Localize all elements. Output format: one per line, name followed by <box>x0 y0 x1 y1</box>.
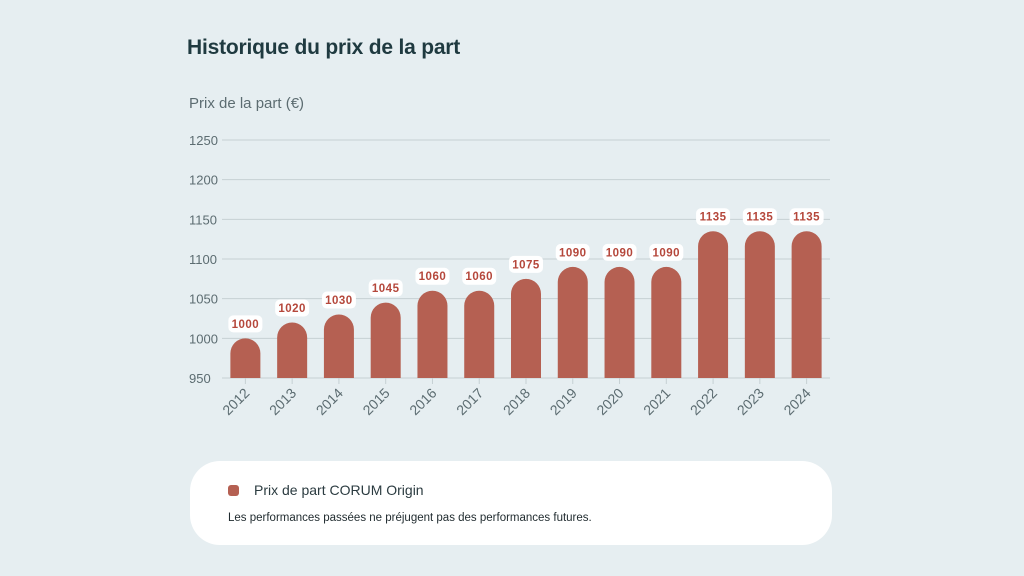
data-label: 1135 <box>700 212 727 224</box>
disclaimer-note: Les performances passées ne préjugent pa… <box>228 512 592 524</box>
bar <box>557 266 588 378</box>
y-tick-label: 1000 <box>189 331 218 346</box>
x-tick-label: 2019 <box>547 385 580 418</box>
y-tick-label: 1050 <box>189 292 218 307</box>
bar <box>744 231 775 378</box>
data-label-background <box>368 279 403 297</box>
y-tick-label: 1100 <box>189 252 217 267</box>
bar <box>230 338 261 378</box>
x-tick-label: 2015 <box>359 385 392 418</box>
x-tick-label: 2020 <box>593 385 626 418</box>
data-label-background <box>602 243 637 261</box>
bar <box>323 314 354 378</box>
bar <box>277 322 308 378</box>
bar <box>791 231 822 378</box>
data-label: 1060 <box>465 271 493 283</box>
y-tick-label: 950 <box>189 371 211 386</box>
data-label: 1090 <box>559 247 587 259</box>
data-label: 1060 <box>419 271 447 283</box>
x-tick-label: 2012 <box>219 385 252 418</box>
bar <box>698 231 729 378</box>
data-label-background <box>742 208 777 226</box>
x-tick-label: 2017 <box>453 385 486 418</box>
data-label: 1075 <box>512 259 540 271</box>
x-tick-label: 2013 <box>266 385 299 418</box>
data-label: 1020 <box>278 303 306 315</box>
y-tick-label: 1150 <box>189 212 217 227</box>
data-label: 1090 <box>653 247 681 259</box>
x-tick-label: 2016 <box>406 385 439 418</box>
bar <box>604 266 635 378</box>
legend-card: Prix de part CORUM Origin Les performanc… <box>190 461 832 545</box>
data-label: 1135 <box>793 212 820 224</box>
data-label-background <box>275 299 310 317</box>
bar-chart: Prix de la part (€) 950 1000 1050 1100 1150 12… <box>189 95 830 418</box>
data-label: 1000 <box>232 319 260 331</box>
legend-swatch <box>228 485 239 496</box>
y-tick-label: 1250 <box>189 133 218 148</box>
data-label: 1135 <box>746 212 773 224</box>
data-label-background <box>415 267 450 285</box>
y-axis-label: Prix de la part (€) <box>189 95 304 112</box>
x-tick-label: 2018 <box>500 385 533 418</box>
data-label: 1030 <box>325 295 353 307</box>
x-tick-label: 2021 <box>640 385 673 418</box>
bar <box>511 278 541 378</box>
bar <box>651 266 682 378</box>
data-label-background <box>321 291 356 309</box>
data-label-background <box>789 208 824 226</box>
bar <box>417 290 448 378</box>
data-label-background <box>649 243 684 261</box>
y-tick-label: 1200 <box>189 173 218 188</box>
x-tick-label: 2024 <box>780 385 813 418</box>
x-tick-label: 2022 <box>687 385 720 418</box>
data-label-background <box>555 243 590 261</box>
legend-label: Prix de part CORUM Origin <box>254 482 424 498</box>
data-label: 1090 <box>606 247 634 259</box>
data-label: 1045 <box>372 283 400 295</box>
x-tick-label: 2023 <box>734 385 767 418</box>
bar <box>370 302 401 378</box>
data-label-background <box>509 255 543 273</box>
data-label-background <box>462 267 497 285</box>
data-label-background <box>696 208 731 226</box>
data-label-background <box>228 315 263 333</box>
chart-title: Historique du prix de la part <box>187 36 461 59</box>
bar <box>464 290 495 378</box>
x-tick-label: 2014 <box>313 385 346 418</box>
